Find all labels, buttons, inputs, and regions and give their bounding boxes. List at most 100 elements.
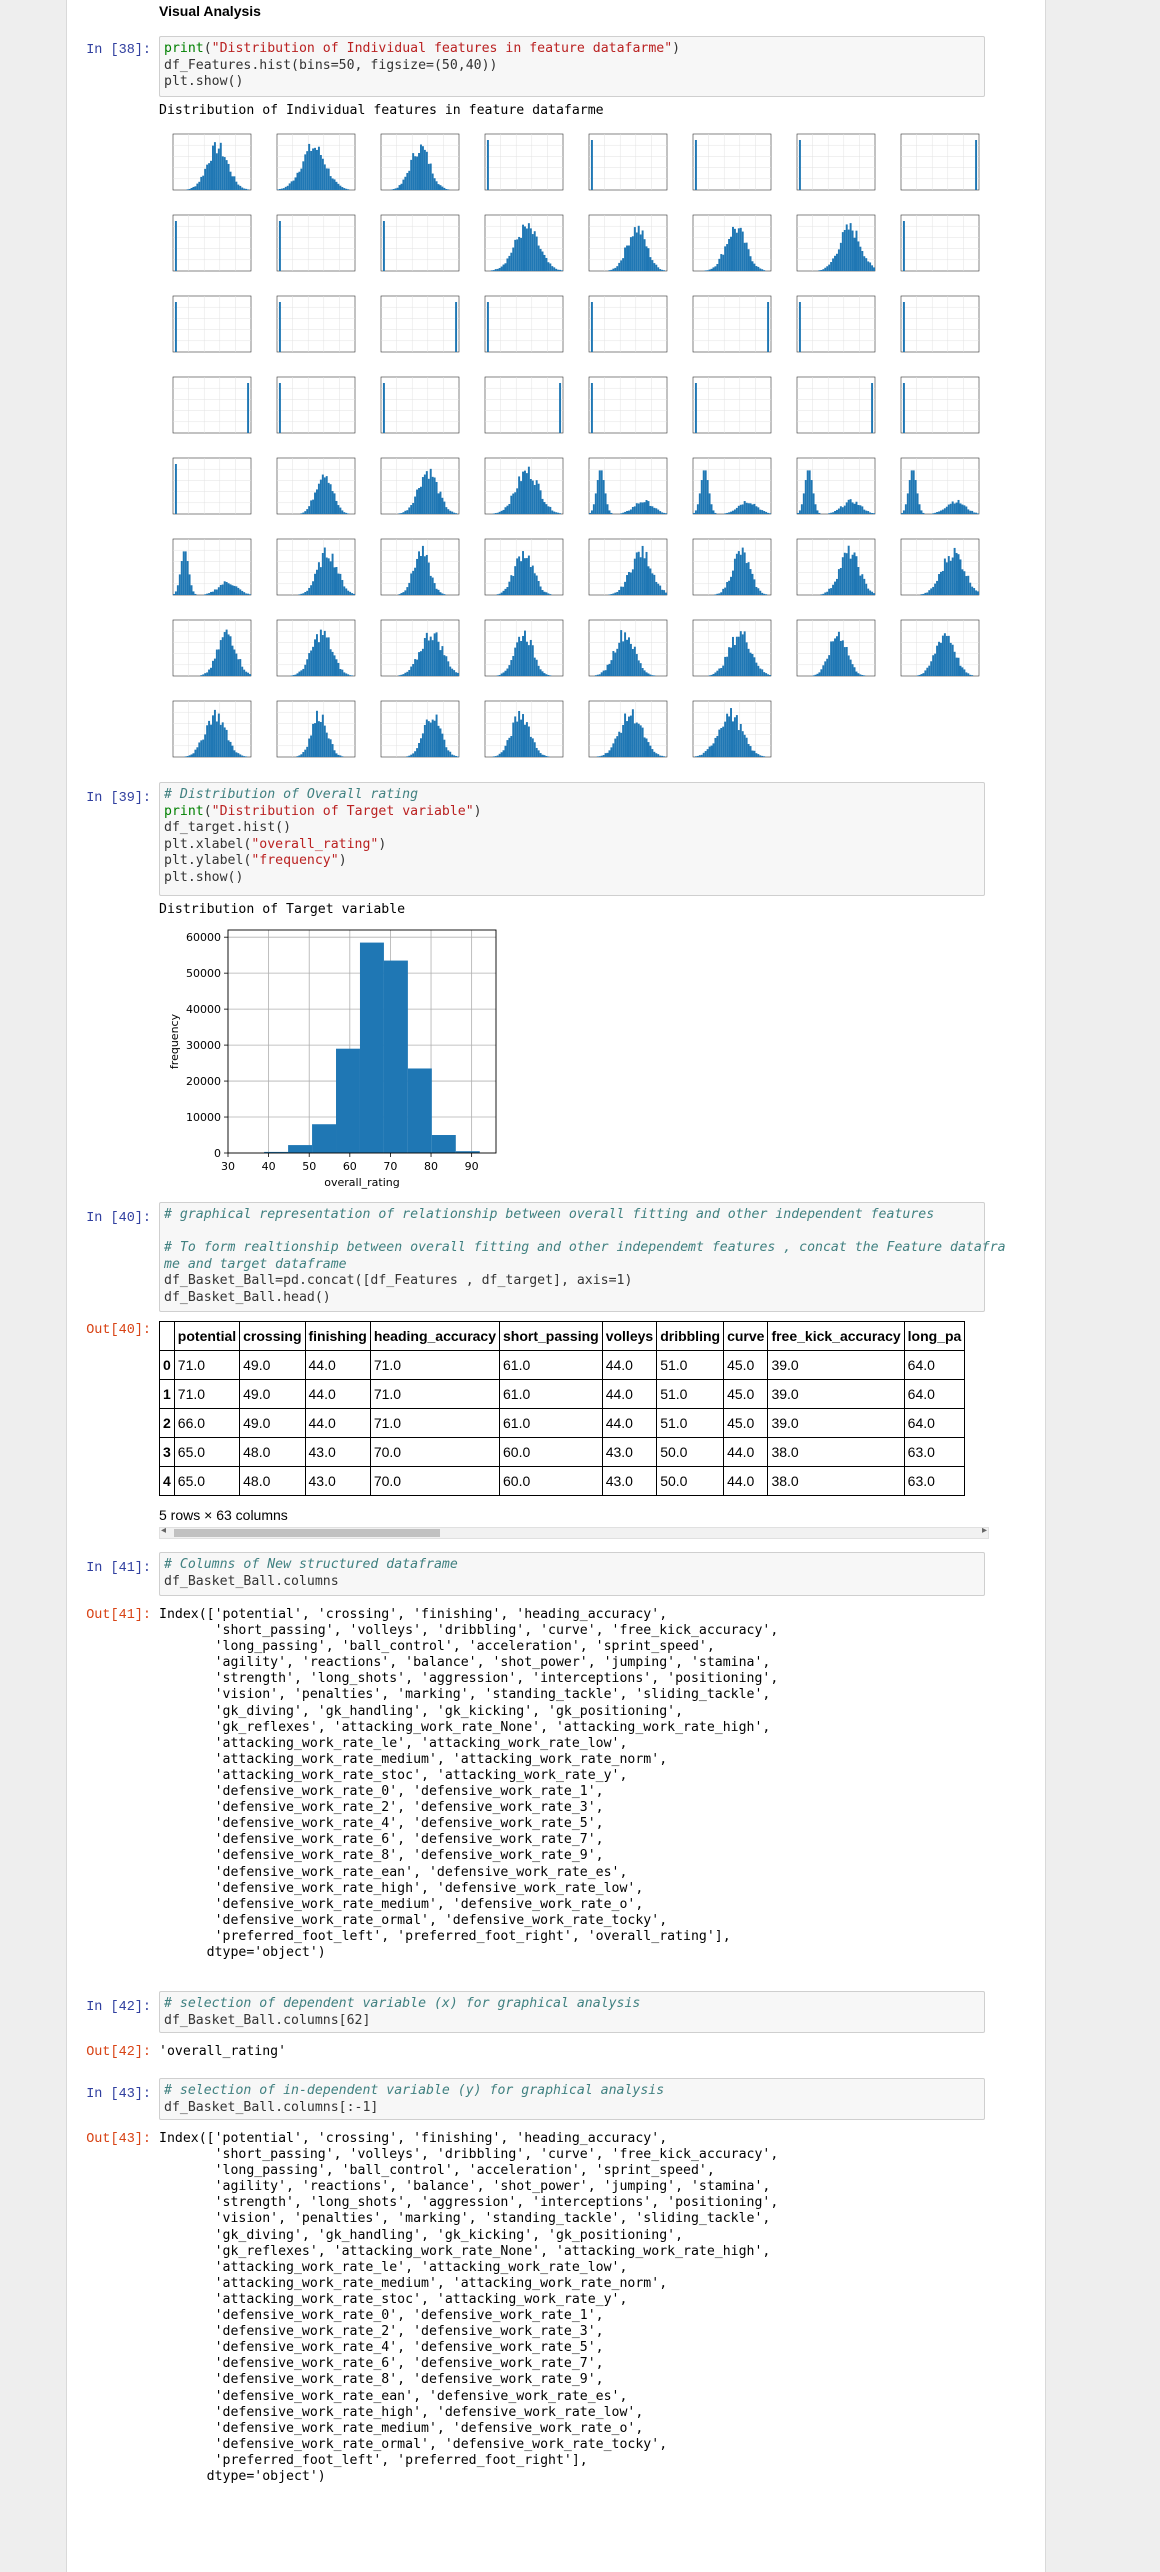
row-index: 2 — [159, 1408, 175, 1438]
y-tick-label: 10000 — [186, 1111, 221, 1124]
y-tick-label: 30000 — [186, 1039, 221, 1052]
mini-histogram — [900, 133, 980, 191]
table-column-header: finishing — [304, 1321, 371, 1351]
table-cell: 50.0 — [656, 1437, 725, 1467]
output-prompt: Out[41]: — [86, 1608, 151, 1623]
code-line: df_Basket_Ball.columns — [164, 1573, 339, 1589]
table-column-header: volleys — [601, 1321, 658, 1351]
mini-histogram — [900, 619, 980, 677]
code-cell-41[interactable]: # Columns of New structured dataframe df… — [159, 1552, 985, 1596]
mini-histogram — [380, 295, 460, 353]
y-tick-label: 60000 — [186, 931, 221, 944]
section-heading: Visual Analysis — [159, 3, 261, 19]
plot-frame — [227, 929, 497, 1154]
table-cell: 39.0 — [767, 1350, 905, 1380]
mini-histogram — [484, 295, 564, 353]
table-cell: 39.0 — [767, 1408, 905, 1438]
code-blank-line — [164, 1224, 980, 1241]
x-tick-label: 90 — [465, 1160, 479, 1173]
code-cell-39[interactable]: # Distribution of Overall rating print("… — [159, 782, 985, 896]
row-index: 0 — [159, 1350, 175, 1380]
code-cell-43[interactable]: # selection of in-dependent variable (y)… — [159, 2078, 985, 2120]
table-cell: 38.0 — [767, 1437, 905, 1467]
x-tick-label: 40 — [262, 1160, 276, 1173]
output-prompt: Out[43]: — [86, 2132, 151, 2147]
mini-histogram — [796, 376, 876, 434]
y-tick-label: 50000 — [186, 967, 221, 980]
mini-histogram — [276, 214, 356, 272]
code-cell-42[interactable]: # selection of dependent variable (x) fo… — [159, 1991, 985, 2033]
mini-histogram — [900, 376, 980, 434]
table-cell: 49.0 — [239, 1350, 306, 1380]
mini-histogram — [484, 214, 564, 272]
code-comment: # selection of dependent variable (x) fo… — [164, 1996, 641, 2011]
code-line: print("Distribution of Target variable") — [164, 803, 482, 819]
code-line: df_Basket_Ball=pd.concat([df_Features , … — [164, 1273, 633, 1288]
mini-histogram — [380, 457, 460, 515]
table-cell: 43.0 — [601, 1437, 658, 1467]
scrollbar-thumb[interactable] — [174, 1529, 440, 1537]
mini-histogram — [484, 700, 564, 758]
x-tick-label: 60 — [343, 1160, 357, 1173]
mini-histogram — [588, 214, 668, 272]
table-cell: 71.0 — [173, 1379, 241, 1409]
histogram-bar — [383, 960, 408, 1153]
table-header-row: potential crossing finishing heading_accura… — [159, 1321, 966, 1351]
code-cell-38[interactable]: print("Distribution of Individual featur… — [159, 36, 985, 97]
table-cell: 38.0 — [767, 1466, 905, 1496]
histogram-bar — [336, 1048, 360, 1153]
mini-histogram — [796, 457, 876, 515]
table-cell: 44.0 — [304, 1379, 371, 1409]
table-row: 1 71.0 49.0 44.0 71.0 61.0 44.0 51.0 45.0 39.0 64.… — [159, 1379, 966, 1409]
table-cell: 44.0 — [601, 1379, 658, 1409]
horizontal-scrollbar[interactable]: ◂ ▸ — [159, 1525, 989, 1539]
table-column-header — [159, 1321, 175, 1351]
mini-histogram — [692, 457, 772, 515]
histogram-bar — [455, 1151, 480, 1153]
table-cell: 45.0 — [723, 1408, 769, 1438]
mini-histogram — [692, 133, 772, 191]
mini-histogram — [796, 619, 876, 677]
mini-histogram — [380, 700, 460, 758]
table-cell: 48.0 — [239, 1437, 306, 1467]
y-tick-label: 20000 — [186, 1075, 221, 1088]
input-prompt: In [38]: — [86, 43, 151, 58]
scroll-right-arrow-icon[interactable]: ▸ — [981, 1525, 987, 1536]
x-tick-label: 80 — [424, 1160, 438, 1173]
dataframe-shape: 5 rows × 63 columns — [159, 1507, 288, 1523]
table-column-header: heading_accuracy — [369, 1321, 501, 1351]
mini-histogram — [276, 376, 356, 434]
table-cell: 43.0 — [304, 1466, 371, 1496]
mini-histogram — [588, 376, 668, 434]
histogram-bar — [264, 1151, 289, 1153]
table-cell: 60.0 — [499, 1437, 603, 1467]
table-column-header: long_pa — [903, 1321, 966, 1351]
table-cell: 43.0 — [304, 1437, 371, 1467]
table-column-header: free_kick_accuracy — [767, 1321, 905, 1351]
table-row: 4 65.0 48.0 43.0 70.0 60.0 43.0 50.0 44.0 38.0 63.… — [159, 1466, 966, 1496]
code-comment: # Columns of New structured dataframe — [164, 1557, 458, 1572]
mini-histogram — [588, 457, 668, 515]
scroll-left-arrow-icon[interactable]: ◂ — [161, 1525, 167, 1536]
code-line: df_Basket_Ball.columns[:-1] — [164, 2099, 379, 2115]
row-index: 3 — [159, 1437, 175, 1467]
mini-histogram — [796, 295, 876, 353]
code-cell-40[interactable]: # graphical representation of relationsh… — [159, 1202, 1006, 1312]
mini-histogram — [380, 538, 460, 596]
table-cell: 45.0 — [723, 1350, 769, 1380]
table-cell: 44.0 — [601, 1350, 658, 1380]
mini-histogram — [172, 538, 252, 596]
table-row: 2 66.0 49.0 44.0 71.0 61.0 44.0 51.0 45.0 39.0 64.… — [159, 1408, 966, 1438]
table-cell: 49.0 — [239, 1379, 306, 1409]
table-cell: 43.0 — [601, 1466, 658, 1496]
table-cell: 48.0 — [239, 1466, 306, 1496]
row-index: 4 — [159, 1466, 175, 1496]
table-cell: 70.0 — [369, 1437, 501, 1467]
mini-histogram — [692, 295, 772, 353]
table-cell: 51.0 — [656, 1379, 725, 1409]
mini-histogram — [484, 133, 564, 191]
table-cell: 64.0 — [903, 1350, 966, 1380]
input-prompt: In [43]: — [86, 2087, 151, 2102]
table-cell: 44.0 — [723, 1466, 769, 1496]
mini-histogram — [692, 538, 772, 596]
